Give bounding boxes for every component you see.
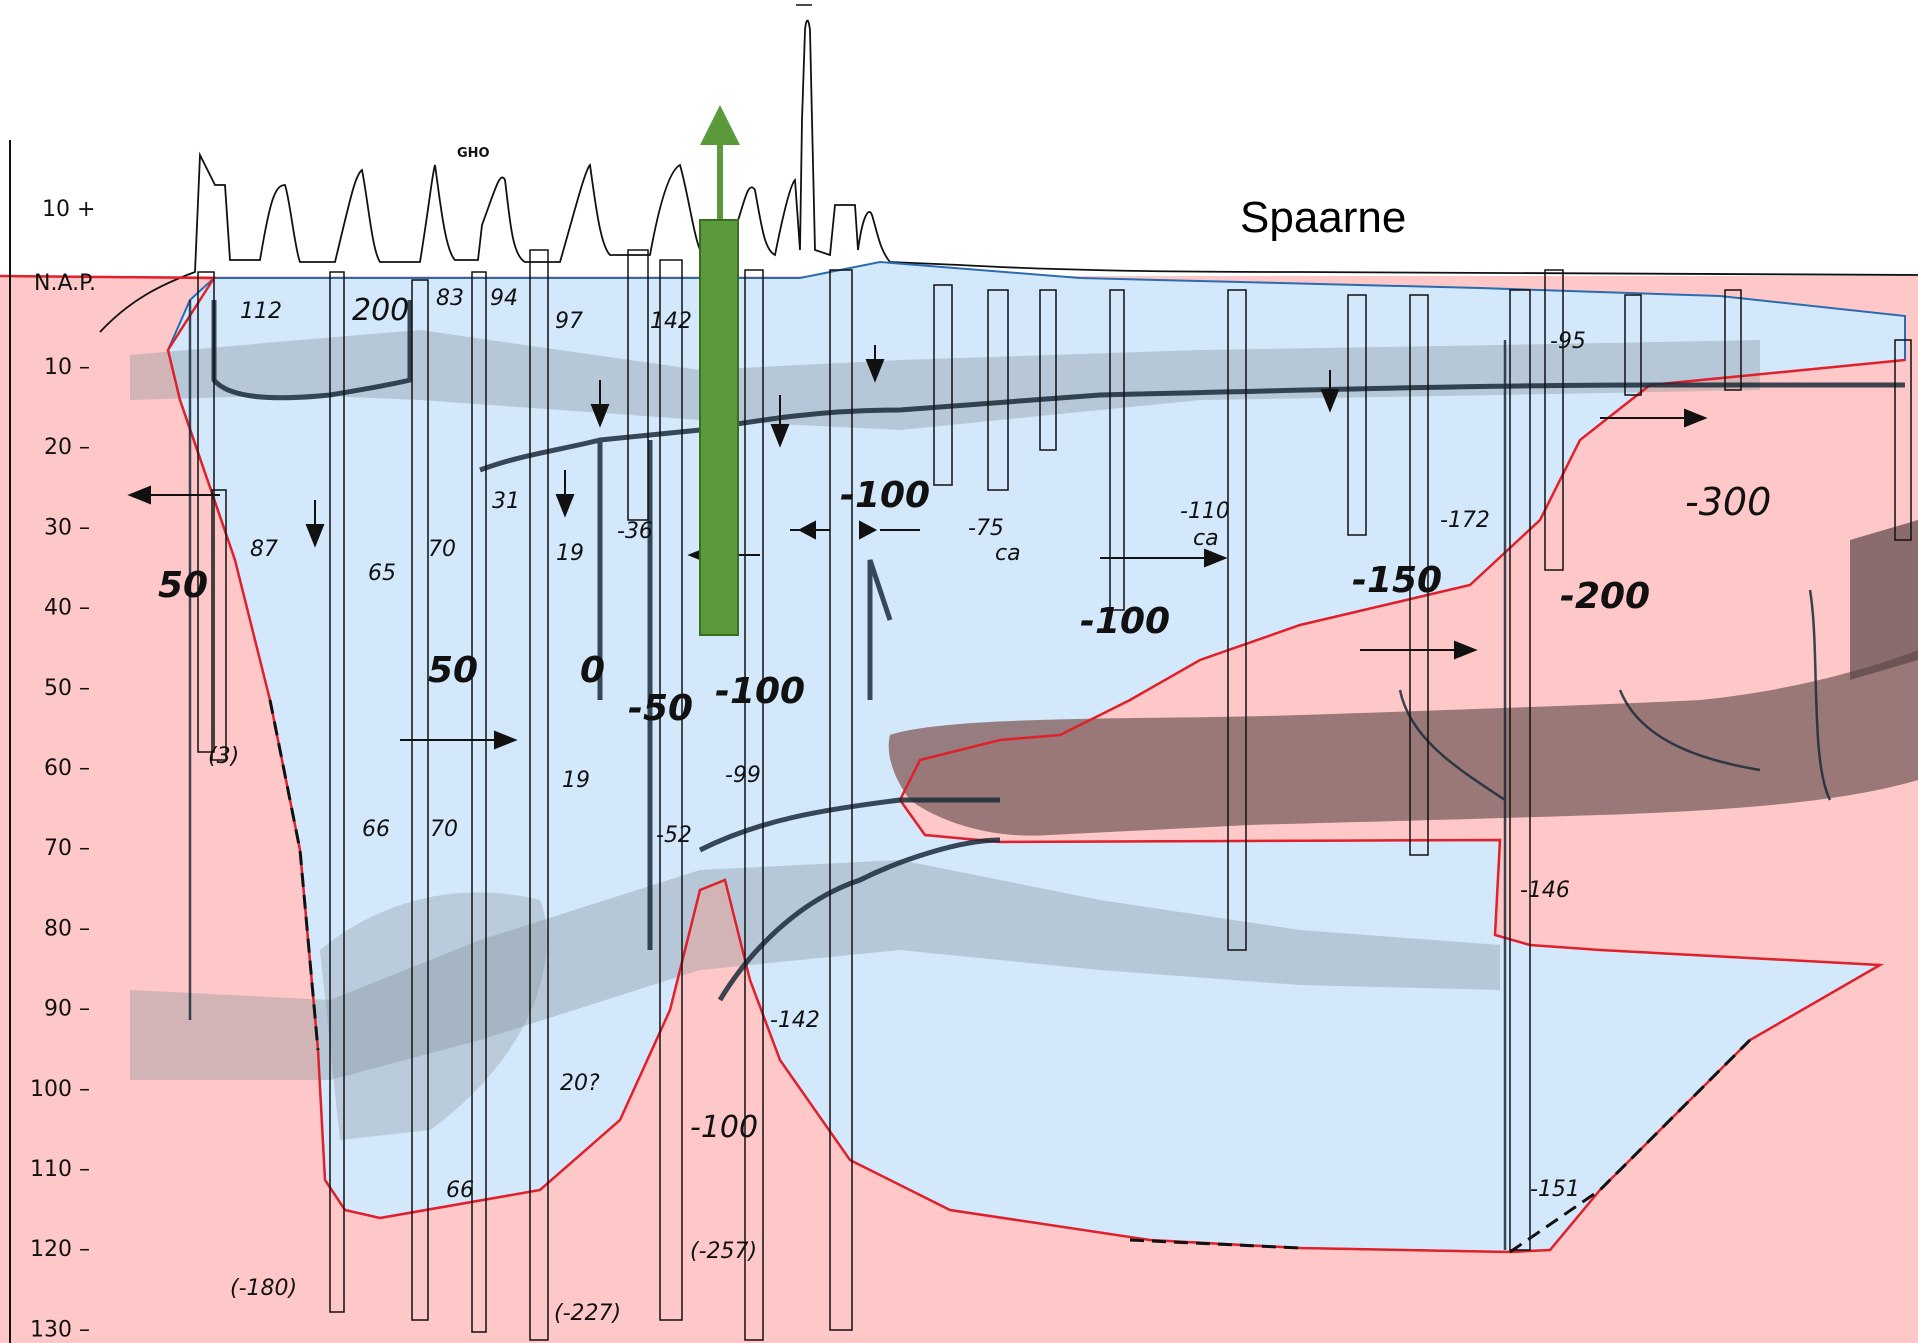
value-label: -50: [628, 688, 693, 729]
dashed-boundary: [268, 699, 1752, 1254]
depth-tick-label: 10 –: [44, 355, 90, 380]
value-label: 94: [490, 286, 518, 311]
depth-tick-label: 30 –: [44, 515, 90, 540]
value-label: (3): [208, 744, 239, 769]
value-label: 50: [428, 650, 478, 691]
value-label: -200: [1560, 576, 1650, 617]
value-label: 87: [250, 537, 278, 562]
value-label: -99: [725, 763, 761, 788]
value-label: -75: [968, 516, 1004, 541]
value-label: -100: [1080, 601, 1170, 642]
value-label: 83: [436, 286, 464, 311]
value-label: -146: [1520, 878, 1570, 903]
flow-lines-thin: [188, 300, 1832, 1250]
clay-layer: [888, 650, 1918, 836]
depth-tick-label: 110 –: [30, 1157, 90, 1182]
value-label: -100: [715, 671, 805, 712]
value-label: 19: [562, 768, 590, 793]
arrow-up-icon: [700, 105, 740, 145]
well-screen: [699, 219, 739, 636]
value-label: 70: [430, 817, 458, 842]
value-label: 50: [158, 565, 208, 606]
value-label: -300: [1685, 480, 1771, 524]
value-label: (-227): [554, 1301, 621, 1326]
fresh-saline-interface: [0, 274, 1906, 1254]
value-label: -100: [840, 475, 930, 516]
value-label: 70: [428, 537, 456, 562]
value-label: -150: [1352, 560, 1442, 601]
dune-profile: [99, 19, 1918, 333]
depth-tick-label: 20 –: [44, 435, 90, 460]
value-label: 97: [555, 309, 583, 334]
value-label: -110: [1180, 499, 1230, 524]
value-label: ca: [995, 541, 1021, 566]
value-label: 19: [556, 541, 584, 566]
value-label: 112: [240, 299, 282, 324]
value-label: -151: [1530, 1177, 1580, 1202]
depth-tick-label: 70 –: [44, 836, 90, 861]
depth-axis: 10 + N.A.P. 10 – 20 – 30 – 40 – 50 – 60 – 70 –…: [9, 140, 96, 1343]
value-label: -52: [656, 823, 692, 848]
depth-tick-label: 120 –: [30, 1237, 90, 1262]
depth-tick-label: 40 –: [44, 596, 90, 621]
value-label: -95: [1550, 329, 1586, 354]
river-label: Spaarne: [1240, 193, 1406, 242]
clay-layer-right: [1850, 520, 1918, 680]
green-well-marker: [699, 105, 740, 636]
stipple-layer-3: [320, 892, 547, 1140]
value-label: 0: [580, 650, 605, 691]
depth-tick-label: 130 –: [30, 1317, 90, 1342]
axis-top-label: 10 +: [42, 197, 95, 222]
value-label: 31: [492, 489, 520, 514]
value-label: (-180): [230, 1276, 297, 1301]
boreholes: [197, 249, 1912, 1341]
value-label: (-257): [690, 1239, 757, 1264]
annotation-values: 112 200 83 94 97 142 -95 31 87 65 70 19 …: [158, 286, 1771, 1326]
value-label: -172: [1440, 508, 1490, 533]
value-label: -36: [617, 519, 653, 544]
station-label: GHO: [457, 146, 490, 161]
depth-tick-label: 90 –: [44, 997, 90, 1022]
value-label: 66: [362, 817, 390, 842]
depth-tick-label: 60 –: [44, 756, 90, 781]
value-label: -142: [770, 1008, 820, 1033]
value-label: 142: [650, 309, 692, 334]
datum-label: N.A.P.: [34, 271, 96, 296]
value-label: 200: [352, 293, 409, 328]
value-label: 20?: [560, 1071, 600, 1096]
stipple-layer-1: [130, 330, 1760, 430]
value-label: ca: [1193, 526, 1219, 551]
value-label: 65: [368, 561, 396, 586]
flow-arrows: [127, 345, 1708, 750]
depth-tick-label: 50 –: [44, 676, 90, 701]
depth-tick-label: 80 –: [44, 916, 90, 941]
value-label: -100: [690, 1110, 758, 1145]
value-label: 66: [446, 1178, 474, 1203]
depth-tick-label: 100 –: [30, 1077, 90, 1102]
